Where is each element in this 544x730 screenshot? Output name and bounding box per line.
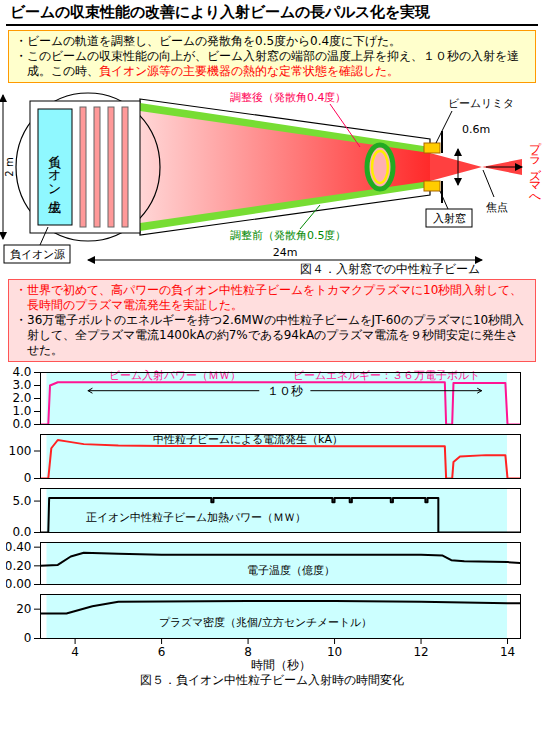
svg-text:１０秒: １０秒 [267, 384, 303, 398]
svg-text:プラズマ密度（兆個/立方センチメートル）: プラズマ密度（兆個/立方センチメートル） [159, 616, 372, 629]
svg-text:2 m: 2 m [4, 157, 15, 176]
svg-text:24m: 24m [273, 246, 298, 259]
svg-text:5.0: 5.0 [12, 494, 31, 508]
svg-text:ビーム入射パワー（ＭＷ）: ビーム入射パワー（ＭＷ） [109, 369, 241, 382]
svg-text:入射窓: 入射窓 [433, 212, 466, 225]
svg-text:負イオン源: 負イオン源 [10, 248, 65, 261]
svg-text:0: 0 [24, 471, 32, 482]
svg-text:10: 10 [327, 645, 342, 659]
svg-text:1.0: 1.0 [12, 404, 31, 418]
html-text:・36万電子ボルトのエネルギーを持つ2.6MWの中性粒子ビー: ・36万電子ボルトのエネルギーを持つ2.6MWの中性粒子ビームをJT-60のプラ… [15, 313, 525, 357]
html-text:・ビームの軌道を調整し、ビームの発散角を0.5度から0.4度: ・ビームの軌道を調整し、ビームの発散角を0.5度から0.4度に下げた。 [15, 34, 402, 48]
svg-text:0.0: 0.0 [12, 417, 31, 428]
svg-text:12: 12 [413, 645, 428, 659]
svg-text:調整後（発散角0.4度）: 調整後（発散角0.4度） [230, 91, 347, 104]
svg-text:0.0: 0.0 [12, 525, 31, 536]
svg-text:0.20: 0.20 [6, 559, 32, 573]
svg-text:焦点: 焦点 [486, 201, 508, 214]
svg-text:負イオン生成: 負イオン生成 [48, 145, 63, 214]
svg-text:14: 14 [500, 645, 515, 659]
svg-text:調整前（発散角0.5度）: 調整前（発散角0.5度） [230, 229, 347, 242]
svg-text:ビームリミタ: ビームリミタ [448, 97, 514, 110]
html-text:・このビームの収束性能の向上が、ビーム入射窓の端部の温度上昇: ・このビームの収束性能の向上が、ビーム入射窓の端部の温度上昇を抑え、１０秒の入射… [15, 49, 519, 78]
svg-text:0.6m: 0.6m [462, 123, 490, 136]
svg-text:中性粒子ビームによる電流発生（kA）: 中性粒子ビームによる電流発生（kA） [153, 433, 343, 446]
svg-text:0.00: 0.00 [6, 577, 32, 588]
svg-text:時間（秒）: 時間（秒） [251, 658, 311, 672]
html-text:図５．負イオン中性粒子ビーム入射時の時間変化: 図５．負イオン中性粒子ビーム入射時の時間変化 [140, 673, 404, 687]
svg-text:プラズマへ: プラズマへ [528, 132, 542, 202]
svg-text:4: 4 [71, 645, 79, 659]
svg-text:6: 6 [158, 645, 166, 659]
svg-text:図４．入射窓での中性粒子ビーム: 図４．入射窓での中性粒子ビーム [300, 262, 480, 275]
svg-text:4.0: 4.0 [12, 366, 31, 379]
svg-text:100: 100 [9, 444, 32, 458]
html-text:・世界で初めて、高パワーの負イオン中性粒子ビームをトカマクプ: ・世界で初めて、高パワーの負イオン中性粒子ビームをトカマクプラズマに10秒間入射… [15, 283, 523, 312]
svg-text:8: 8 [244, 645, 252, 659]
svg-text:正イオン中性粒子ビーム加熱パワー（ＭＷ）: 正イオン中性粒子ビーム加熱パワー（ＭＷ） [86, 511, 306, 524]
svg-text:0.40: 0.40 [6, 540, 32, 554]
svg-text:ビームエネルギー：３６万電子ボルト: ビームエネルギー：３６万電子ボルト [293, 369, 480, 382]
svg-text:0: 0 [24, 631, 32, 645]
svg-text:20: 20 [16, 602, 31, 616]
svg-text:電子温度（億度）: 電子温度（億度） [247, 564, 335, 577]
html-text:ビームの収束性能の改善により入射ビームの長パルス化を実現: ビームの収束性能の改善により入射ビームの長パルス化を実現 [10, 3, 430, 21]
svg-text:3.0: 3.0 [12, 378, 31, 392]
svg-text:2.0: 2.0 [12, 391, 31, 405]
